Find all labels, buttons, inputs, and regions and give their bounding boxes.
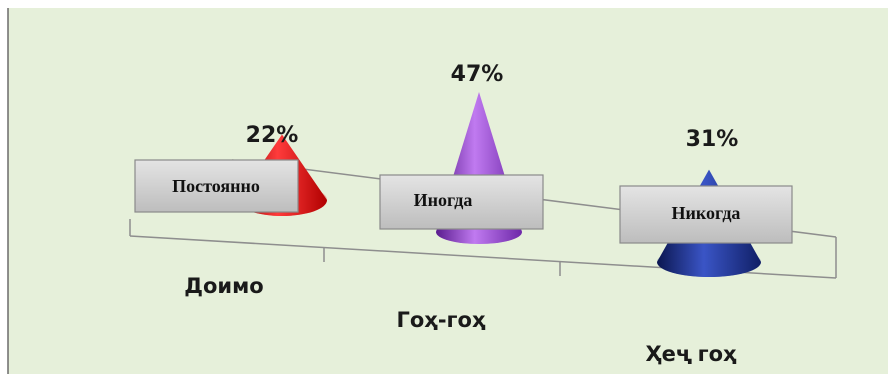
category-label-0: Доимо (184, 274, 263, 298)
overlay-label-1: Иногда (414, 190, 473, 210)
value-label-0: 22% (246, 123, 299, 148)
category-label-1: Гоҳ-гоҳ (396, 308, 485, 332)
value-label-2: 31% (686, 127, 739, 152)
overlay-box-2: Никогда (619, 185, 793, 244)
overlay-box-1: Иногда (379, 174, 544, 230)
overlay-label-0: Постоянно (172, 176, 260, 196)
overlay-label-2: Никогда (672, 203, 741, 223)
category-label-2: Ҳеҷ гоҳ (645, 342, 737, 366)
overlay-box-0: Постоянно (134, 159, 299, 213)
value-label-1: 47% (451, 62, 504, 87)
